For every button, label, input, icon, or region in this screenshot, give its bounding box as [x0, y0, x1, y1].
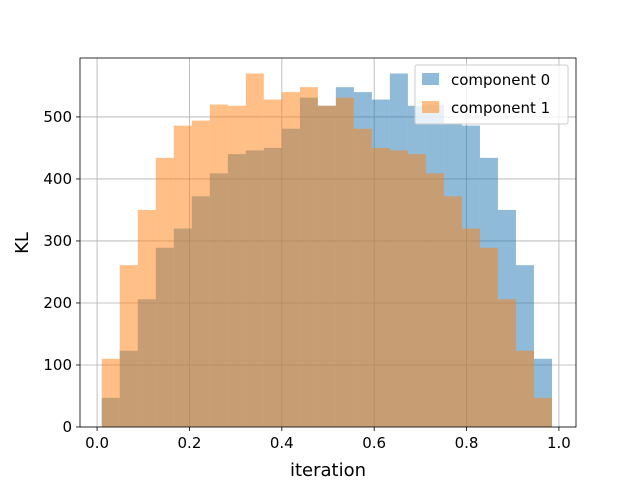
bar-component-1: [497, 299, 516, 427]
x-axis-ticks: 0.0 0.2 0.4 0.6 0.8 1.0: [85, 427, 571, 452]
bar-component-1: [317, 105, 336, 428]
bar-component-1: [281, 92, 300, 427]
bar-component-1: [191, 120, 210, 428]
bar-component-1: [227, 105, 246, 428]
histogram-bars: [101, 73, 552, 428]
x-tick-label: 1.0: [547, 434, 571, 452]
bar-component-1: [425, 173, 444, 427]
bar-component-1: [209, 104, 228, 427]
bar-component-1: [443, 196, 462, 427]
series-1: [101, 73, 552, 428]
x-axis-label: iteration: [290, 460, 366, 480]
y-axis-label: KL: [12, 232, 33, 254]
bar-component-1: [137, 209, 156, 427]
y-tick-label: 200: [43, 294, 72, 312]
bar-component-1: [515, 350, 534, 427]
bar-component-1: [101, 358, 120, 427]
x-tick-label: 0.6: [362, 434, 386, 452]
legend-swatch-component-1: [422, 101, 439, 113]
x-tick-label: 0.0: [85, 434, 109, 452]
x-tick-label: 0.8: [455, 434, 479, 452]
bar-component-1: [479, 247, 498, 427]
legend-label-component-1: component 1: [451, 99, 550, 117]
y-tick-label: 0: [62, 418, 72, 436]
y-tick-label: 300: [43, 232, 72, 250]
y-tick-label: 400: [43, 170, 72, 188]
bar-component-1: [263, 99, 282, 427]
bar-component-1: [389, 150, 408, 428]
legend-label-component-0: component 0: [451, 71, 550, 89]
plot-frame: [79, 57, 577, 428]
y-axis-ticks: 0 100 200 300 400 500: [43, 108, 80, 436]
bar-component-1: [155, 157, 174, 428]
y-tick-label: 500: [43, 108, 72, 126]
bar-component-1: [119, 265, 138, 427]
bar-component-1: [371, 147, 390, 427]
bar-component-1: [335, 97, 354, 427]
legend-swatch-component-0: [422, 73, 439, 85]
x-tick-label: 0.4: [270, 434, 294, 452]
bar-component-1: [461, 228, 480, 427]
legend-box: [414, 64, 569, 125]
bar-component-1: [353, 128, 372, 427]
bar-component-1: [533, 397, 552, 427]
y-tick-label: 100: [43, 356, 72, 374]
bar-component-1: [407, 154, 426, 428]
bar-component-1: [173, 125, 192, 427]
x-tick-label: 0.2: [178, 434, 202, 452]
legend: component 0 component 1: [414, 64, 569, 125]
bar-component-1: [245, 73, 264, 427]
bar-component-1: [299, 87, 318, 428]
